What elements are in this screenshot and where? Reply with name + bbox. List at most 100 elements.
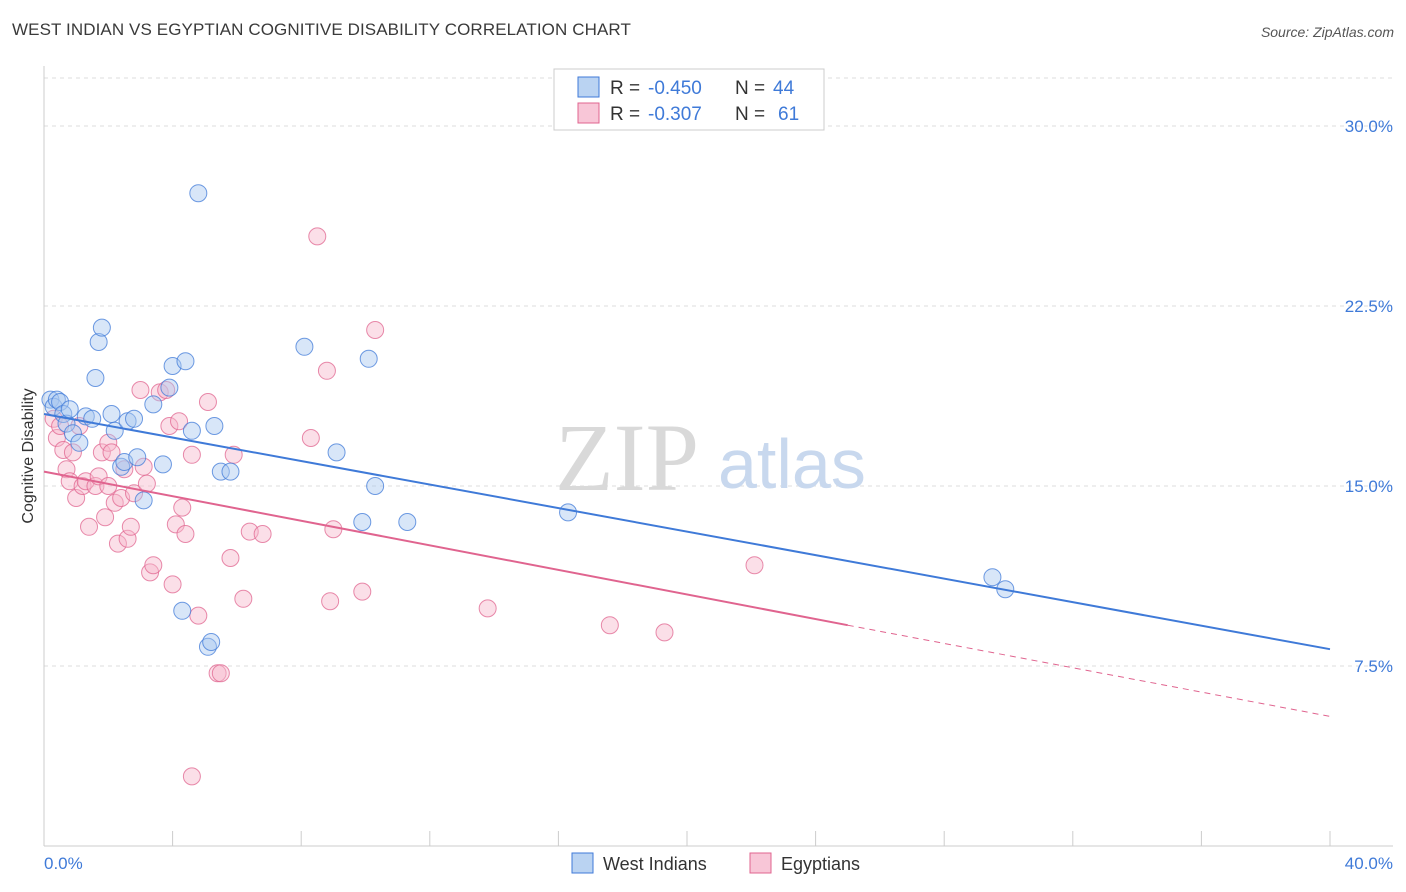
legend-n-value-2: 61 bbox=[778, 104, 799, 125]
egyptians-point bbox=[173, 498, 192, 517]
egyptians-point bbox=[353, 582, 372, 601]
egyptians-trend-line bbox=[43, 470, 848, 627]
legend-r-label-2: R = bbox=[610, 104, 640, 125]
west-indians-point bbox=[327, 443, 346, 462]
west-indians-point bbox=[182, 421, 201, 440]
west-indians-point bbox=[160, 378, 179, 397]
egyptians-point bbox=[96, 508, 115, 527]
egyptians-point bbox=[182, 445, 201, 464]
west-indians-point bbox=[89, 333, 108, 351]
legend-r-label-1: R = bbox=[610, 78, 640, 99]
west-indians-point bbox=[353, 513, 372, 531]
egyptians-point bbox=[102, 443, 121, 462]
bottom-legend-swatch-egyptians bbox=[749, 852, 772, 874]
west-indians-point bbox=[144, 395, 163, 414]
legend-n-label-2: N = bbox=[735, 104, 765, 125]
west-indians-point bbox=[60, 400, 79, 419]
legend-r-value-2: -0.307 bbox=[648, 104, 702, 125]
bottom-legend-swatch-west-indians bbox=[571, 852, 594, 874]
watermark-atlas: atlas bbox=[718, 425, 866, 503]
west-indians-point bbox=[205, 417, 224, 435]
west-indians-point bbox=[51, 393, 70, 411]
egyptians-point bbox=[170, 412, 189, 431]
west-indians-point bbox=[359, 349, 378, 368]
legend-swatch-egyptians bbox=[577, 102, 600, 124]
egyptians-point bbox=[324, 520, 343, 539]
west-indians-point bbox=[70, 433, 89, 452]
west-indians-point bbox=[86, 369, 105, 387]
egyptians-point bbox=[234, 589, 253, 608]
west-indians-point bbox=[134, 491, 153, 510]
egyptians-point bbox=[73, 477, 92, 495]
west-indians-points bbox=[41, 184, 1015, 656]
egyptians-point bbox=[166, 515, 185, 534]
west-indians-point bbox=[398, 513, 417, 531]
watermark-zip: ZIP bbox=[555, 404, 699, 511]
y-tick-label: 15.0% bbox=[1345, 477, 1393, 496]
west-indians-point bbox=[176, 352, 195, 371]
axes bbox=[43, 66, 1393, 847]
egyptians-point bbox=[92, 443, 111, 462]
west-indians-point bbox=[63, 424, 82, 443]
y-tick-label: 7.5% bbox=[1354, 657, 1393, 676]
west-indians-trend-line bbox=[43, 413, 1331, 651]
bottom-legend-label-egyptians: Egyptians bbox=[781, 854, 860, 874]
egyptians-point bbox=[144, 556, 163, 575]
y-tick-label: 22.5% bbox=[1345, 297, 1393, 316]
y-axis-label: Cognitive Disability bbox=[20, 388, 37, 523]
legend: R = -0.450 N = 44 R = -0.307 N = 61 bbox=[553, 68, 825, 131]
legend-swatch-west-indians bbox=[577, 76, 600, 98]
egyptians-point bbox=[131, 381, 150, 399]
egyptians-point bbox=[57, 460, 76, 479]
egyptians-point bbox=[163, 575, 182, 594]
west-indians-point bbox=[153, 455, 172, 474]
egyptians-point bbox=[63, 443, 82, 462]
egyptians-point bbox=[176, 525, 195, 543]
watermark: ZIP atlas bbox=[555, 404, 866, 511]
egyptians-point bbox=[221, 549, 240, 567]
egyptians-point bbox=[317, 361, 336, 380]
west-indians-point bbox=[92, 318, 111, 337]
gridlines bbox=[44, 77, 1393, 667]
egyptians-point bbox=[198, 393, 217, 411]
egyptians-point bbox=[157, 381, 176, 399]
egyptians-point bbox=[115, 460, 134, 479]
trend-lines bbox=[43, 413, 1331, 717]
egyptians-point bbox=[160, 417, 179, 435]
west-indians-point bbox=[221, 462, 240, 481]
west-indians-point bbox=[173, 601, 192, 620]
egyptians-point bbox=[301, 429, 320, 447]
bottom-legend-label-west-indians: West Indians bbox=[603, 854, 707, 874]
egyptians-point bbox=[745, 556, 764, 575]
west-indians-point bbox=[128, 448, 147, 467]
legend-n-label-1: N = bbox=[735, 78, 765, 99]
egyptians-point bbox=[366, 321, 385, 339]
egyptians-point bbox=[655, 623, 674, 642]
west-indians-point bbox=[983, 568, 1002, 587]
x-tick-label-max: 40.0% bbox=[1345, 854, 1393, 873]
egyptians-trend-line-extension bbox=[847, 624, 1331, 717]
west-indians-point bbox=[202, 633, 221, 651]
west-indians-point bbox=[559, 503, 578, 522]
west-indians-point bbox=[295, 337, 314, 356]
egyptians-point bbox=[321, 592, 340, 611]
egyptians-point bbox=[118, 529, 137, 548]
egyptians-point bbox=[108, 534, 127, 553]
bottom-legend: West Indians Egyptians bbox=[571, 852, 860, 874]
egyptians-point bbox=[253, 525, 272, 543]
egyptians-point bbox=[182, 767, 201, 786]
west-indians-point bbox=[198, 637, 217, 656]
egyptians-point bbox=[308, 227, 327, 246]
egyptians-point bbox=[80, 517, 99, 536]
egyptians-point bbox=[600, 616, 619, 635]
x-tick-label-min: 0.0% bbox=[44, 854, 83, 873]
chart-title: WEST INDIAN VS EGYPTIAN COGNITIVE DISABI… bbox=[12, 20, 631, 39]
legend-r-value-1: -0.450 bbox=[648, 78, 702, 99]
legend-n-value-1: 44 bbox=[773, 78, 795, 99]
egyptians-point bbox=[478, 599, 497, 618]
west-indians-point bbox=[366, 477, 385, 495]
west-indians-point bbox=[102, 405, 121, 423]
y-tick-label: 30.0% bbox=[1345, 117, 1393, 136]
egyptians-point bbox=[211, 664, 230, 683]
